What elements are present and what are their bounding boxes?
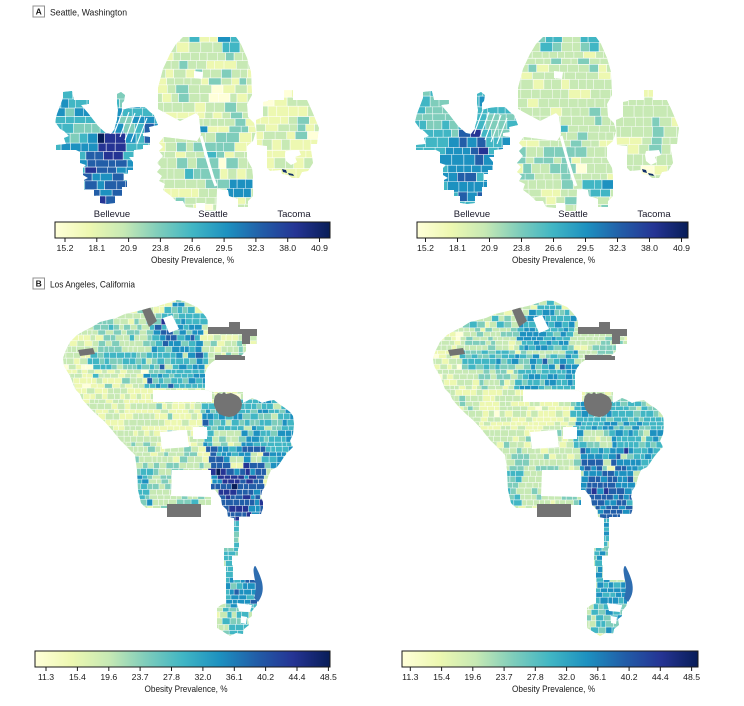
- svg-text:40.9: 40.9: [311, 243, 328, 253]
- svg-text:27.8: 27.8: [163, 672, 180, 682]
- svg-text:Tacoma: Tacoma: [277, 209, 311, 220]
- svg-text:38.0: 38.0: [641, 243, 658, 253]
- svg-text:19.6: 19.6: [464, 672, 481, 682]
- svg-text:32.0: 32.0: [194, 672, 211, 682]
- svg-text:26.6: 26.6: [545, 243, 562, 253]
- svg-text:Obesity Prevalence, %: Obesity Prevalence, %: [512, 684, 595, 695]
- svg-text:Bellevue: Bellevue: [94, 209, 130, 220]
- svg-text:Bellevue: Bellevue: [454, 209, 490, 220]
- svg-text:40.9: 40.9: [673, 243, 690, 253]
- svg-text:23.7: 23.7: [132, 672, 149, 682]
- svg-text:32.3: 32.3: [247, 243, 264, 253]
- svg-text:15.2: 15.2: [57, 243, 74, 253]
- svg-text:26.6: 26.6: [184, 243, 201, 253]
- svg-text:38.0: 38.0: [279, 243, 296, 253]
- svg-text:11.3: 11.3: [38, 672, 54, 682]
- svg-text:15.2: 15.2: [417, 243, 434, 253]
- svg-text:20.9: 20.9: [120, 243, 137, 253]
- svg-text:Los Angeles, California: Los Angeles, California: [50, 280, 136, 290]
- svg-text:32.3: 32.3: [609, 243, 626, 253]
- svg-text:15.4: 15.4: [69, 672, 86, 682]
- svg-text:23.7: 23.7: [496, 672, 513, 682]
- svg-text:15.4: 15.4: [433, 672, 450, 682]
- svg-text:23.8: 23.8: [513, 243, 530, 253]
- svg-text:20.9: 20.9: [481, 243, 498, 253]
- svg-text:11.3: 11.3: [402, 672, 418, 682]
- svg-text:Seattle: Seattle: [198, 209, 228, 220]
- svg-text:18.1: 18.1: [88, 243, 105, 253]
- svg-text:23.8: 23.8: [152, 243, 169, 253]
- svg-text:Tacoma: Tacoma: [637, 209, 671, 220]
- svg-text:36.1: 36.1: [589, 672, 606, 682]
- svg-text:36.1: 36.1: [226, 672, 243, 682]
- svg-text:40.2: 40.2: [257, 672, 274, 682]
- svg-text:48.5: 48.5: [320, 672, 337, 682]
- svg-text:B: B: [36, 279, 42, 289]
- svg-text:A: A: [36, 7, 42, 17]
- svg-text:Seattle, Washington: Seattle, Washington: [50, 8, 127, 18]
- svg-text:27.8: 27.8: [527, 672, 544, 682]
- svg-text:40.2: 40.2: [621, 672, 638, 682]
- svg-text:32.0: 32.0: [558, 672, 575, 682]
- svg-text:48.5: 48.5: [683, 672, 700, 682]
- svg-text:44.4: 44.4: [289, 672, 306, 682]
- svg-text:29.5: 29.5: [577, 243, 594, 253]
- svg-text:Obesity Prevalence, %: Obesity Prevalence, %: [145, 684, 228, 695]
- svg-text:Obesity Prevalence, %: Obesity Prevalence, %: [151, 255, 234, 266]
- svg-text:29.5: 29.5: [216, 243, 233, 253]
- svg-text:Seattle: Seattle: [558, 209, 588, 220]
- svg-text:Obesity Prevalence, %: Obesity Prevalence, %: [512, 255, 595, 266]
- svg-text:44.4: 44.4: [652, 672, 669, 682]
- svg-text:18.1: 18.1: [449, 243, 466, 253]
- svg-text:19.6: 19.6: [100, 672, 117, 682]
